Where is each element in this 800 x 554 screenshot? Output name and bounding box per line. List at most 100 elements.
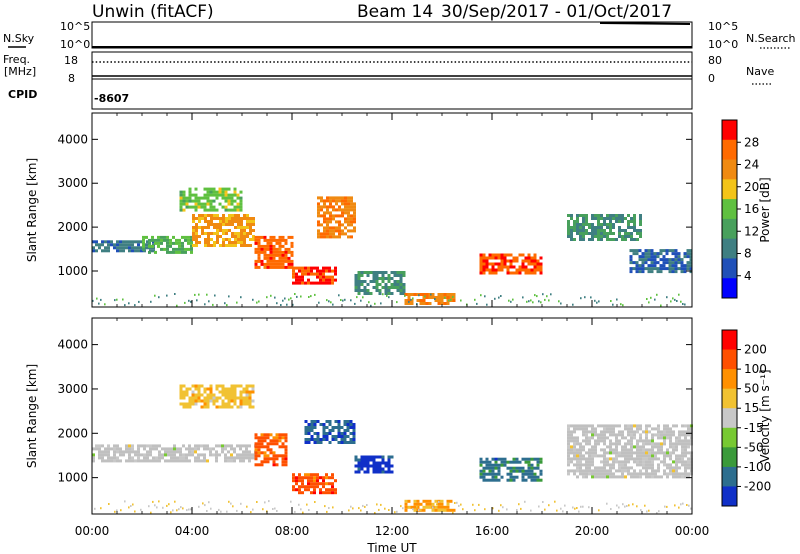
range-cell	[576, 232, 579, 235]
range-cell	[609, 229, 612, 232]
range-cell	[152, 459, 155, 463]
range-cell	[582, 463, 585, 467]
range-cell	[533, 253, 537, 257]
range-cell	[230, 208, 234, 212]
range-cell	[192, 238, 195, 241]
range-cell	[603, 439, 606, 443]
range-cell	[624, 232, 627, 235]
range-cell	[328, 420, 332, 423]
range-cell	[245, 384, 249, 388]
range-cell	[195, 244, 198, 247]
range-cell	[663, 451, 666, 455]
range-cell	[536, 259, 540, 263]
range-cell	[479, 469, 483, 473]
range-cell	[399, 289, 403, 292]
range-cell	[658, 510, 660, 513]
range-cell	[582, 424, 585, 428]
range-cell	[603, 457, 606, 461]
range-cell	[539, 262, 543, 266]
range-cell	[281, 262, 285, 266]
range-cell	[636, 430, 639, 434]
range-cell	[341, 199, 344, 203]
range-cell	[400, 505, 402, 508]
range-cell	[219, 244, 222, 247]
range-cell	[570, 430, 573, 434]
range-cell	[665, 261, 669, 265]
range-cell	[319, 272, 322, 276]
range-cell	[203, 196, 207, 200]
range-cell	[669, 454, 672, 458]
range-cell	[284, 463, 288, 467]
range-cell	[689, 261, 693, 265]
range-cell	[636, 229, 639, 232]
range-cell	[320, 235, 323, 239]
range-cell	[254, 235, 258, 239]
range-cell	[281, 454, 285, 458]
range-cell	[278, 241, 282, 245]
range-cell	[512, 298, 514, 301]
range-cell	[234, 232, 237, 235]
range-cell	[612, 433, 615, 437]
range-cell	[594, 299, 596, 302]
range-cell	[357, 286, 361, 289]
range-cell	[239, 405, 243, 409]
range-cell	[512, 271, 516, 275]
range-cell	[597, 436, 600, 440]
range-cell	[570, 226, 573, 229]
range-cell	[213, 217, 216, 220]
range-cell	[492, 507, 494, 510]
range-cell	[497, 478, 501, 482]
range-cell	[215, 405, 219, 409]
range-cell	[263, 253, 267, 257]
range-cell	[298, 479, 301, 483]
range-cell	[233, 396, 237, 400]
range-cell	[251, 390, 255, 394]
range-cell	[194, 456, 197, 460]
range-cell	[449, 296, 453, 299]
range-cell	[266, 436, 270, 440]
range-cell	[156, 506, 158, 509]
range-cell	[274, 507, 276, 510]
range-cell	[215, 384, 219, 388]
range-cell	[509, 271, 513, 275]
range-cell	[627, 223, 630, 226]
range-cell	[454, 502, 456, 504]
range-cell	[302, 511, 304, 514]
range-cell	[182, 208, 186, 212]
range-cell	[310, 491, 313, 495]
range-cell	[331, 435, 335, 438]
range-cell	[618, 430, 621, 434]
range-cell	[585, 220, 588, 223]
range-cell	[539, 472, 543, 476]
range-cell	[372, 277, 376, 280]
range-cell	[343, 435, 347, 438]
range-cell	[479, 265, 483, 269]
range-cell	[341, 232, 344, 236]
range-cell	[276, 302, 278, 305]
range-cell	[630, 217, 633, 220]
range-cell	[538, 505, 540, 508]
range-cell	[603, 220, 606, 223]
range-cell	[675, 439, 678, 443]
range-cell	[252, 217, 255, 220]
range-cell	[654, 451, 657, 455]
range-cell	[210, 232, 213, 235]
range-cell	[316, 473, 319, 477]
range-cell	[366, 504, 368, 506]
range-cell	[666, 430, 669, 434]
range-cell	[486, 303, 488, 306]
range-cell	[323, 202, 326, 206]
range-cell	[600, 448, 603, 452]
range-cell	[612, 475, 615, 479]
range-cell	[624, 424, 627, 428]
range-cell	[672, 460, 675, 464]
range-cell	[594, 430, 597, 434]
range-cell	[633, 445, 636, 449]
range-cell	[201, 226, 204, 229]
range-cell	[300, 295, 302, 298]
range-cell	[548, 504, 550, 507]
range-cell	[190, 235, 193, 239]
range-cell	[307, 473, 310, 477]
range-cell	[272, 460, 276, 464]
range-cell	[191, 390, 195, 394]
